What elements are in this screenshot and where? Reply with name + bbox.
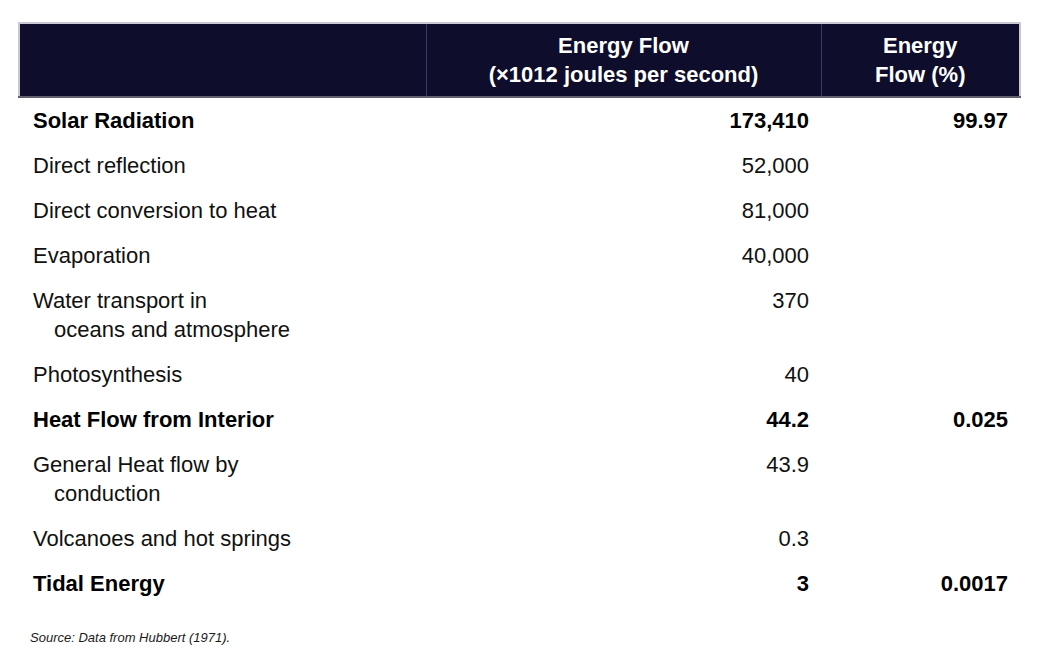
header-cell-energy-flow: Energy Flow (×1012 joules per second) (426, 23, 821, 97)
row-label: Water transport inoceans and atmosphere (19, 278, 426, 352)
header-energy-flow-line2: (×1012 joules per second) (435, 60, 813, 89)
energy-flow-table: Energy Flow (×1012 joules per second) En… (18, 22, 1021, 606)
row-energy-flow-value: 43.9 (426, 442, 821, 516)
source-note: Source: Data from Hubbert (1971). (30, 630, 230, 645)
row-energy-flow-value: 40 (426, 352, 821, 397)
row-energy-flow-value: 52,000 (426, 143, 821, 188)
row-label: Direct reflection (19, 143, 426, 188)
table-row: Direct reflection52,000 (19, 143, 1020, 188)
row-energy-flow-value: 0.3 (426, 516, 821, 561)
row-label: General Heat flow byconduction (19, 442, 426, 516)
row-label-line1: General Heat flow by (33, 450, 426, 479)
table-row: Volcanoes and hot springs0.3 (19, 516, 1020, 561)
row-energy-flow-value: 370 (426, 278, 821, 352)
row-energy-flow-value: 81,000 (426, 188, 821, 233)
row-label: Heat Flow from Interior (19, 397, 426, 442)
table-row: Heat Flow from Interior44.20.025 (19, 397, 1020, 442)
row-label-line2: conduction (33, 479, 426, 508)
page: Energy Flow (×1012 joules per second) En… (0, 0, 1053, 670)
header-energy-flow-pct-line1: Energy (830, 31, 1012, 60)
row-energy-flow-pct-value: 99.97 (821, 97, 1020, 143)
row-label-line1: Evaporation (33, 241, 426, 270)
row-energy-flow-pct-value (821, 278, 1020, 352)
header-row: Energy Flow (×1012 joules per second) En… (19, 23, 1020, 97)
row-label-line1: Direct reflection (33, 151, 426, 180)
row-label-line1: Direct conversion to heat (33, 196, 426, 225)
row-label-line1: Tidal Energy (33, 569, 426, 598)
table-row: Solar Radiation173,41099.97 (19, 97, 1020, 143)
row-label-line2: oceans and atmosphere (33, 315, 426, 344)
row-energy-flow-value: 3 (426, 561, 821, 606)
row-energy-flow-value: 44.2 (426, 397, 821, 442)
row-label: Tidal Energy (19, 561, 426, 606)
table-body: Solar Radiation173,41099.97Direct reflec… (19, 97, 1020, 606)
row-energy-flow-pct-value (821, 442, 1020, 516)
row-energy-flow-value: 40,000 (426, 233, 821, 278)
row-energy-flow-pct-value (821, 516, 1020, 561)
row-label-line1: Photosynthesis (33, 360, 426, 389)
table-row: General Heat flow byconduction43.9 (19, 442, 1020, 516)
row-energy-flow-pct-value: 0.025 (821, 397, 1020, 442)
row-label-line1: Solar Radiation (33, 106, 426, 135)
table-header: Energy Flow (×1012 joules per second) En… (19, 23, 1020, 97)
row-label: Photosynthesis (19, 352, 426, 397)
table-row: Water transport inoceans and atmosphere3… (19, 278, 1020, 352)
row-energy-flow-pct-value (821, 188, 1020, 233)
header-energy-flow-pct-line2: Flow (%) (830, 60, 1012, 89)
table-row: Photosynthesis40 (19, 352, 1020, 397)
row-energy-flow-pct-value (821, 233, 1020, 278)
row-energy-flow-pct-value: 0.0017 (821, 561, 1020, 606)
row-label-line1: Heat Flow from Interior (33, 405, 426, 434)
table-row: Evaporation40,000 (19, 233, 1020, 278)
row-label: Direct conversion to heat (19, 188, 426, 233)
row-energy-flow-pct-value (821, 352, 1020, 397)
table-row: Direct conversion to heat81,000 (19, 188, 1020, 233)
header-cell-energy-flow-pct: Energy Flow (%) (821, 23, 1020, 97)
row-energy-flow-value: 173,410 (426, 97, 821, 143)
header-cell-empty (19, 23, 426, 97)
row-label: Solar Radiation (19, 97, 426, 143)
row-label: Volcanoes and hot springs (19, 516, 426, 561)
row-energy-flow-pct-value (821, 143, 1020, 188)
row-label-line1: Water transport in (33, 286, 426, 315)
header-energy-flow-line1: Energy Flow (435, 31, 813, 60)
row-label: Evaporation (19, 233, 426, 278)
row-label-line1: Volcanoes and hot springs (33, 524, 426, 553)
table-row: Tidal Energy30.0017 (19, 561, 1020, 606)
